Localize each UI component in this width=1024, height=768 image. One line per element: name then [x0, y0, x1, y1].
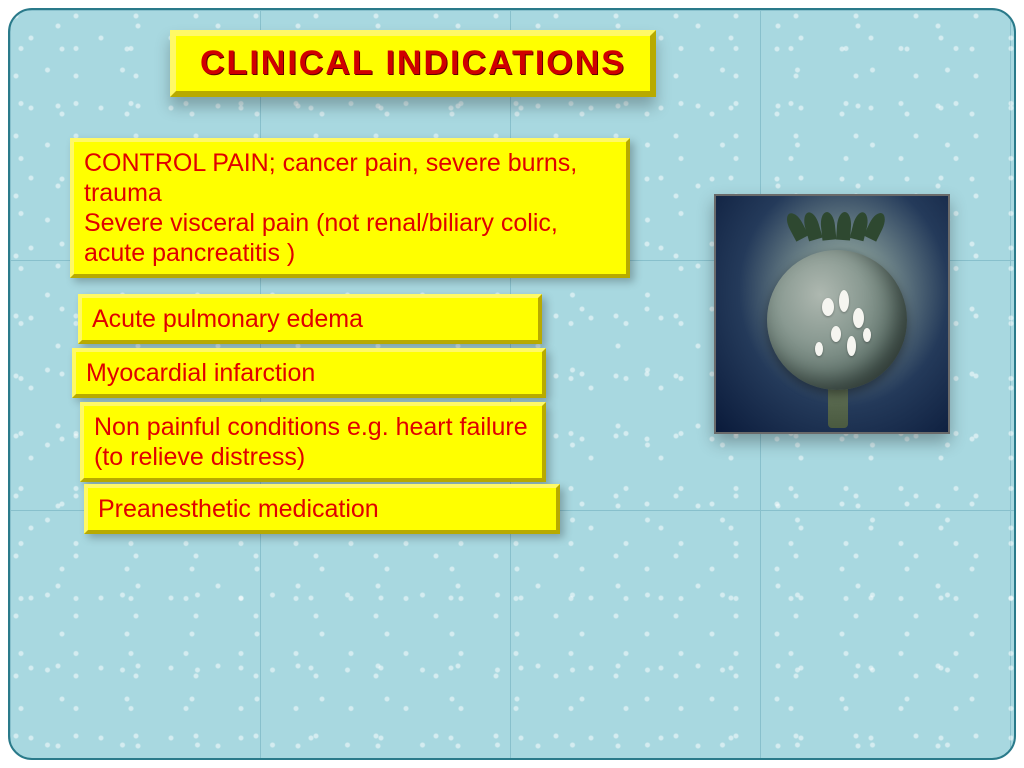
indication-control-pain: CONTROL PAIN; cancer pain, severe burns,… — [70, 138, 630, 278]
poppy-crown-icon — [787, 206, 887, 240]
poppy-pod-icon — [767, 250, 907, 390]
indication-pulmonary-edema: Acute pulmonary edema — [78, 294, 542, 344]
indication-preanesthetic: Preanesthetic medication — [84, 484, 560, 534]
slide-frame: CLINICAL INDICATIONS CONTROL PAIN; cance… — [8, 8, 1016, 760]
indication-myocardial-infarction: Myocardial infarction — [72, 348, 546, 398]
poppy-image — [714, 194, 950, 434]
indication-heart-failure: Non painful conditions e.g. heart failur… — [80, 402, 546, 482]
slide-title: CLINICAL INDICATIONS — [170, 30, 656, 97]
